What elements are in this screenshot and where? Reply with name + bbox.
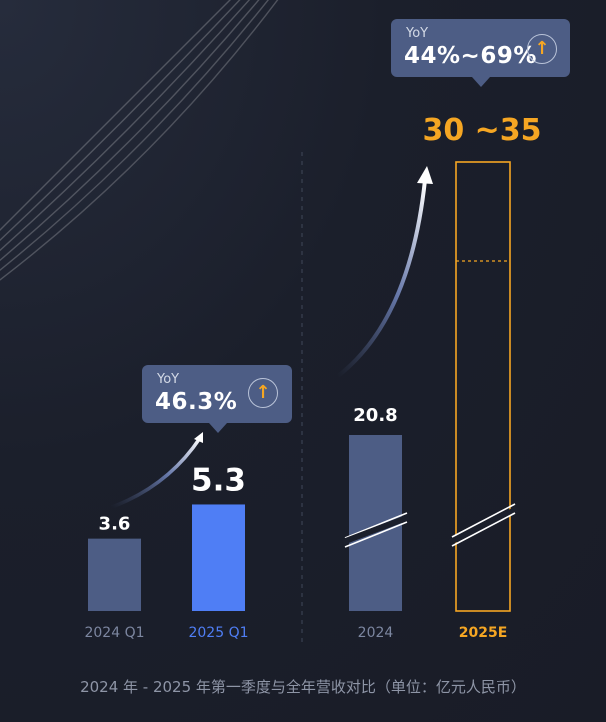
decorative-swoosh-line bbox=[0, 0, 231, 231]
yoy-callout-annual: YoY 44%~69% ↑ bbox=[391, 19, 570, 87]
decorative-swoosh-line bbox=[0, 0, 260, 262]
arrow-up-circle-icon: ↑ bbox=[527, 34, 557, 64]
axis-break-line bbox=[451, 512, 516, 547]
yoy-callout-q1: YoY 46.3% ↑ bbox=[142, 365, 292, 433]
growth-arrow-head bbox=[194, 432, 203, 443]
bar-2025e-range bbox=[455, 161, 511, 612]
bar-value-label: 3.6 bbox=[99, 514, 131, 535]
bar-value-label: 20.8 bbox=[353, 405, 397, 426]
callout-pointer bbox=[472, 77, 490, 87]
bar-value-label: 30 ~35 bbox=[422, 113, 541, 148]
decorative-swoosh-line bbox=[0, 0, 269, 271]
growth-arrow bbox=[336, 178, 427, 378]
bar-value-label: 5.3 bbox=[191, 462, 246, 498]
axis-break-line bbox=[344, 521, 408, 548]
x-tick-label: 2025 Q1 bbox=[188, 625, 248, 641]
x-tick-label: 2024 Q1 bbox=[84, 625, 144, 641]
growth-arrow bbox=[110, 436, 202, 509]
axis-break-line bbox=[451, 503, 516, 538]
bar-2025-q1 bbox=[192, 504, 245, 611]
yoy-tag: YoY bbox=[406, 26, 429, 41]
yoy-tag: YoY bbox=[157, 372, 180, 387]
axis-break-gap bbox=[448, 506, 519, 545]
callout-pointer bbox=[209, 423, 227, 433]
decorative-swoosh-line bbox=[0, 0, 251, 252]
yoy-value: 46.3% bbox=[155, 389, 238, 415]
growth-arrow-head bbox=[417, 166, 433, 184]
yoy-value: 44%~69% bbox=[404, 43, 537, 69]
chart-caption: 2024 年 - 2025 年第一季度与全年营收对比（单位：亿元人民币） bbox=[80, 678, 526, 696]
axis-break-gap bbox=[341, 514, 411, 545]
decorative-swoosh-line bbox=[0, 0, 241, 242]
x-tick-label: 2025E bbox=[459, 625, 508, 641]
x-tick-label: 2024 bbox=[358, 625, 394, 641]
decorative-swoosh-line bbox=[0, 0, 279, 281]
arrow-up-circle-icon: ↑ bbox=[248, 378, 278, 408]
bar-2024-q1 bbox=[88, 538, 141, 611]
axis-break-line bbox=[344, 512, 408, 539]
